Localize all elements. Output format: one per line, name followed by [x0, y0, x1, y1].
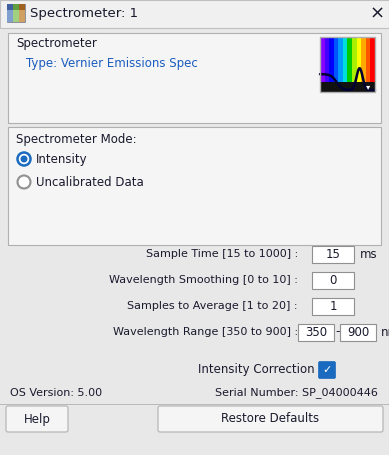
- Bar: [312, 298, 354, 314]
- Bar: [320, 82, 375, 92]
- Text: Spectrometer Mode:: Spectrometer Mode:: [16, 132, 137, 146]
- Bar: [312, 272, 354, 288]
- Bar: [13, 16, 19, 22]
- Bar: [366, 37, 371, 92]
- Text: Samples to Average [1 to 20] :: Samples to Average [1 to 20] :: [128, 301, 298, 311]
- Text: nm: nm: [381, 325, 389, 339]
- FancyBboxPatch shape: [6, 406, 68, 432]
- Text: Spectrometer: 1: Spectrometer: 1: [30, 7, 138, 20]
- Bar: [19, 10, 25, 16]
- Text: Wavelength Range [350 to 900] :: Wavelength Range [350 to 900] :: [113, 327, 298, 337]
- Text: 1: 1: [329, 299, 337, 313]
- Text: Uncalibrated Data: Uncalibrated Data: [36, 176, 144, 188]
- FancyBboxPatch shape: [7, 4, 25, 22]
- Text: -: -: [336, 325, 340, 339]
- Text: 900: 900: [347, 325, 369, 339]
- Bar: [312, 246, 354, 263]
- Bar: [338, 37, 343, 92]
- Text: ×: ×: [370, 5, 385, 23]
- FancyBboxPatch shape: [158, 406, 383, 432]
- Text: Restore Defaults: Restore Defaults: [221, 413, 319, 425]
- Bar: [8, 33, 381, 123]
- Text: Help: Help: [24, 413, 51, 425]
- Text: Type: Vernier Emissions Spec: Type: Vernier Emissions Spec: [26, 56, 198, 70]
- Bar: [298, 324, 334, 340]
- Bar: [352, 37, 357, 92]
- Text: Spectrometer: Spectrometer: [16, 37, 97, 51]
- Bar: [324, 37, 329, 92]
- Bar: [7, 16, 13, 22]
- Bar: [340, 324, 376, 340]
- Text: 350: 350: [305, 325, 327, 339]
- Bar: [19, 4, 25, 10]
- Bar: [320, 37, 325, 92]
- Bar: [13, 10, 19, 16]
- Text: Serial Number: SP_04000446: Serial Number: SP_04000446: [215, 388, 378, 399]
- FancyBboxPatch shape: [319, 362, 335, 379]
- Circle shape: [21, 156, 28, 162]
- Text: ▾: ▾: [366, 82, 370, 91]
- Bar: [343, 37, 348, 92]
- Bar: [361, 37, 366, 92]
- Bar: [19, 16, 25, 22]
- Text: Sample Time [15 to 1000] :: Sample Time [15 to 1000] :: [146, 249, 298, 259]
- Bar: [329, 37, 334, 92]
- Bar: [370, 37, 375, 92]
- Bar: [13, 4, 19, 10]
- Bar: [8, 127, 381, 245]
- Bar: [357, 37, 362, 92]
- Bar: [320, 37, 375, 92]
- Bar: [7, 4, 13, 10]
- Bar: [347, 37, 352, 92]
- Text: 15: 15: [326, 248, 340, 261]
- Circle shape: [18, 176, 30, 188]
- Text: Intensity Correction: Intensity Correction: [198, 364, 315, 376]
- Text: Intensity: Intensity: [36, 152, 88, 166]
- Bar: [334, 37, 339, 92]
- Bar: [7, 10, 13, 16]
- Text: 0: 0: [329, 273, 337, 287]
- Text: Wavelength Smoothing [0 to 10] :: Wavelength Smoothing [0 to 10] :: [109, 275, 298, 285]
- Text: ✓: ✓: [322, 365, 332, 375]
- Text: ms: ms: [360, 248, 378, 261]
- Circle shape: [18, 152, 30, 166]
- Text: OS Version: 5.00: OS Version: 5.00: [10, 388, 102, 398]
- Bar: [0, 0, 389, 28]
